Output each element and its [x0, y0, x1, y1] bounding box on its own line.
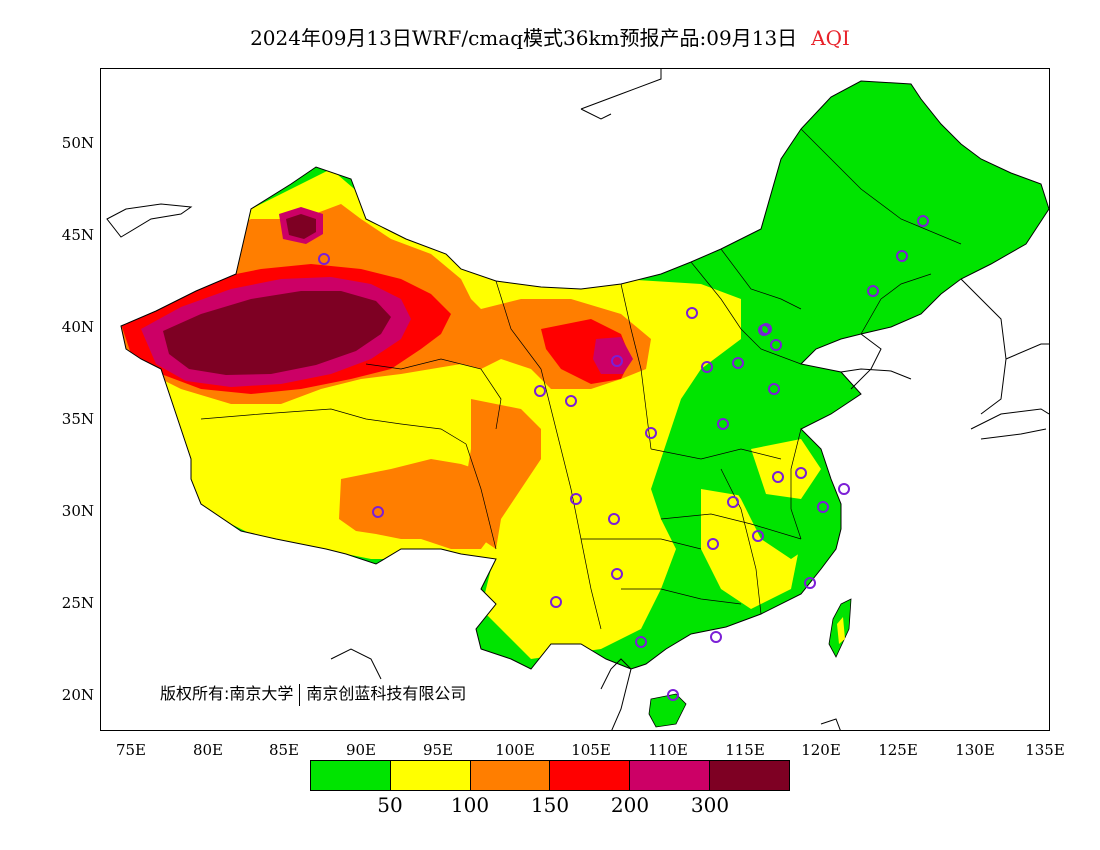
- lat-label-35n: 35N: [61, 410, 94, 428]
- lon-label-75e: 75E: [115, 741, 147, 759]
- lon-label-130e: 130E: [955, 741, 995, 759]
- lon-label-90e: 90E: [345, 741, 377, 759]
- legend-swatch: [550, 761, 631, 790]
- station-marker: [717, 418, 729, 430]
- station-marker: [838, 483, 850, 495]
- station-marker: [608, 513, 620, 525]
- station-marker: [611, 355, 623, 367]
- station-marker: [534, 385, 546, 397]
- station-marker: [318, 253, 330, 265]
- station-marker: [686, 307, 698, 319]
- aqi-zone-yellow-east-spots: [751, 439, 821, 499]
- lon-label-110e: 110E: [648, 741, 688, 759]
- legend-label-50: 50: [377, 793, 403, 817]
- lon-label-100e: 100E: [495, 741, 535, 759]
- station-marker: [635, 636, 647, 648]
- station-marker: [550, 596, 562, 608]
- title-variable: AQI: [811, 26, 850, 50]
- station-marker: [372, 506, 384, 518]
- copyright-text: 版权所有:南京大学 南京创蓝科技有限公司: [160, 680, 466, 706]
- copyright-part2: 南京创蓝科技有限公司: [306, 684, 467, 703]
- legend-swatch: [630, 761, 711, 790]
- lat-label-50n: 50N: [61, 134, 94, 152]
- station-marker: [727, 496, 739, 508]
- lat-label-45n: 45N: [61, 226, 94, 244]
- station-markers: [318, 215, 929, 701]
- map-title: 2024年09月13日WRF/cmaq模式36km预报产品:09月13日 AQI: [0, 22, 1100, 51]
- aqi-zone-maroon: [163, 291, 391, 375]
- china-border: [120, 80, 1049, 670]
- color-legend: [310, 760, 790, 791]
- taiwan-yellow: [837, 617, 845, 644]
- station-marker: [768, 383, 780, 395]
- station-marker: [701, 361, 713, 373]
- aqi-zone-maroon-north: [286, 214, 316, 239]
- legend-swatch: [390, 761, 471, 790]
- station-marker: [795, 467, 807, 479]
- lon-label-135e: 135E: [1025, 741, 1065, 759]
- station-marker: [565, 395, 577, 407]
- station-marker: [867, 285, 879, 297]
- lat-label-25n: 25N: [61, 594, 94, 612]
- station-marker: [896, 250, 908, 262]
- station-marker: [667, 689, 679, 701]
- aqi-zone-yellow-ne: [791, 244, 861, 319]
- province-boundaries: [200, 128, 962, 630]
- station-marker: [611, 568, 623, 580]
- legend-label-200: 200: [610, 793, 650, 817]
- legend-label-150: 150: [530, 793, 570, 817]
- aqi-zone-orange-sichuan: [466, 399, 541, 549]
- station-marker: [710, 631, 722, 643]
- station-marker: [752, 530, 764, 542]
- copyright-part1: 版权所有:南京大学: [160, 684, 294, 703]
- station-marker: [804, 577, 816, 589]
- lon-label-85e: 85E: [268, 741, 300, 759]
- legend-label-300: 300: [690, 793, 730, 817]
- aqi-map: [106, 69, 1049, 730]
- station-marker: [645, 427, 657, 439]
- lon-label-115e: 115E: [725, 741, 765, 759]
- legend-swatch: [470, 761, 551, 790]
- legend-swatch: [311, 761, 391, 790]
- map-panel: [100, 68, 1050, 731]
- station-marker: [917, 215, 929, 227]
- aqi-zone-yellow: [121, 169, 741, 659]
- station-marker: [770, 339, 782, 351]
- station-marker: [817, 501, 829, 513]
- coastlines: [106, 69, 1049, 730]
- copyright-separator: [299, 683, 301, 706]
- station-marker: [732, 357, 744, 369]
- aqi-zone-purple-shanxi: [593, 337, 633, 374]
- aqi-zone-orange-tibet: [339, 459, 501, 549]
- title-main: 2024年09月13日WRF/cmaq模式36km预报产品:09月13日: [250, 26, 798, 50]
- lat-label-40n: 40N: [61, 318, 94, 336]
- lon-label-95e: 95E: [422, 741, 454, 759]
- hainan-island: [648, 693, 687, 728]
- lon-label-80e: 80E: [192, 741, 224, 759]
- lon-label-125e: 125E: [878, 741, 918, 759]
- lat-label-20n: 20N: [61, 686, 94, 704]
- lat-label-30n: 30N: [61, 502, 94, 520]
- lon-label-105e: 105E: [571, 741, 611, 759]
- legend-swatch: [710, 761, 789, 790]
- station-marker: [760, 323, 772, 335]
- station-marker: [707, 538, 719, 550]
- lon-label-120e: 120E: [801, 741, 841, 759]
- station-marker: [772, 471, 784, 483]
- station-marker: [570, 493, 582, 505]
- legend-label-100: 100: [450, 793, 490, 817]
